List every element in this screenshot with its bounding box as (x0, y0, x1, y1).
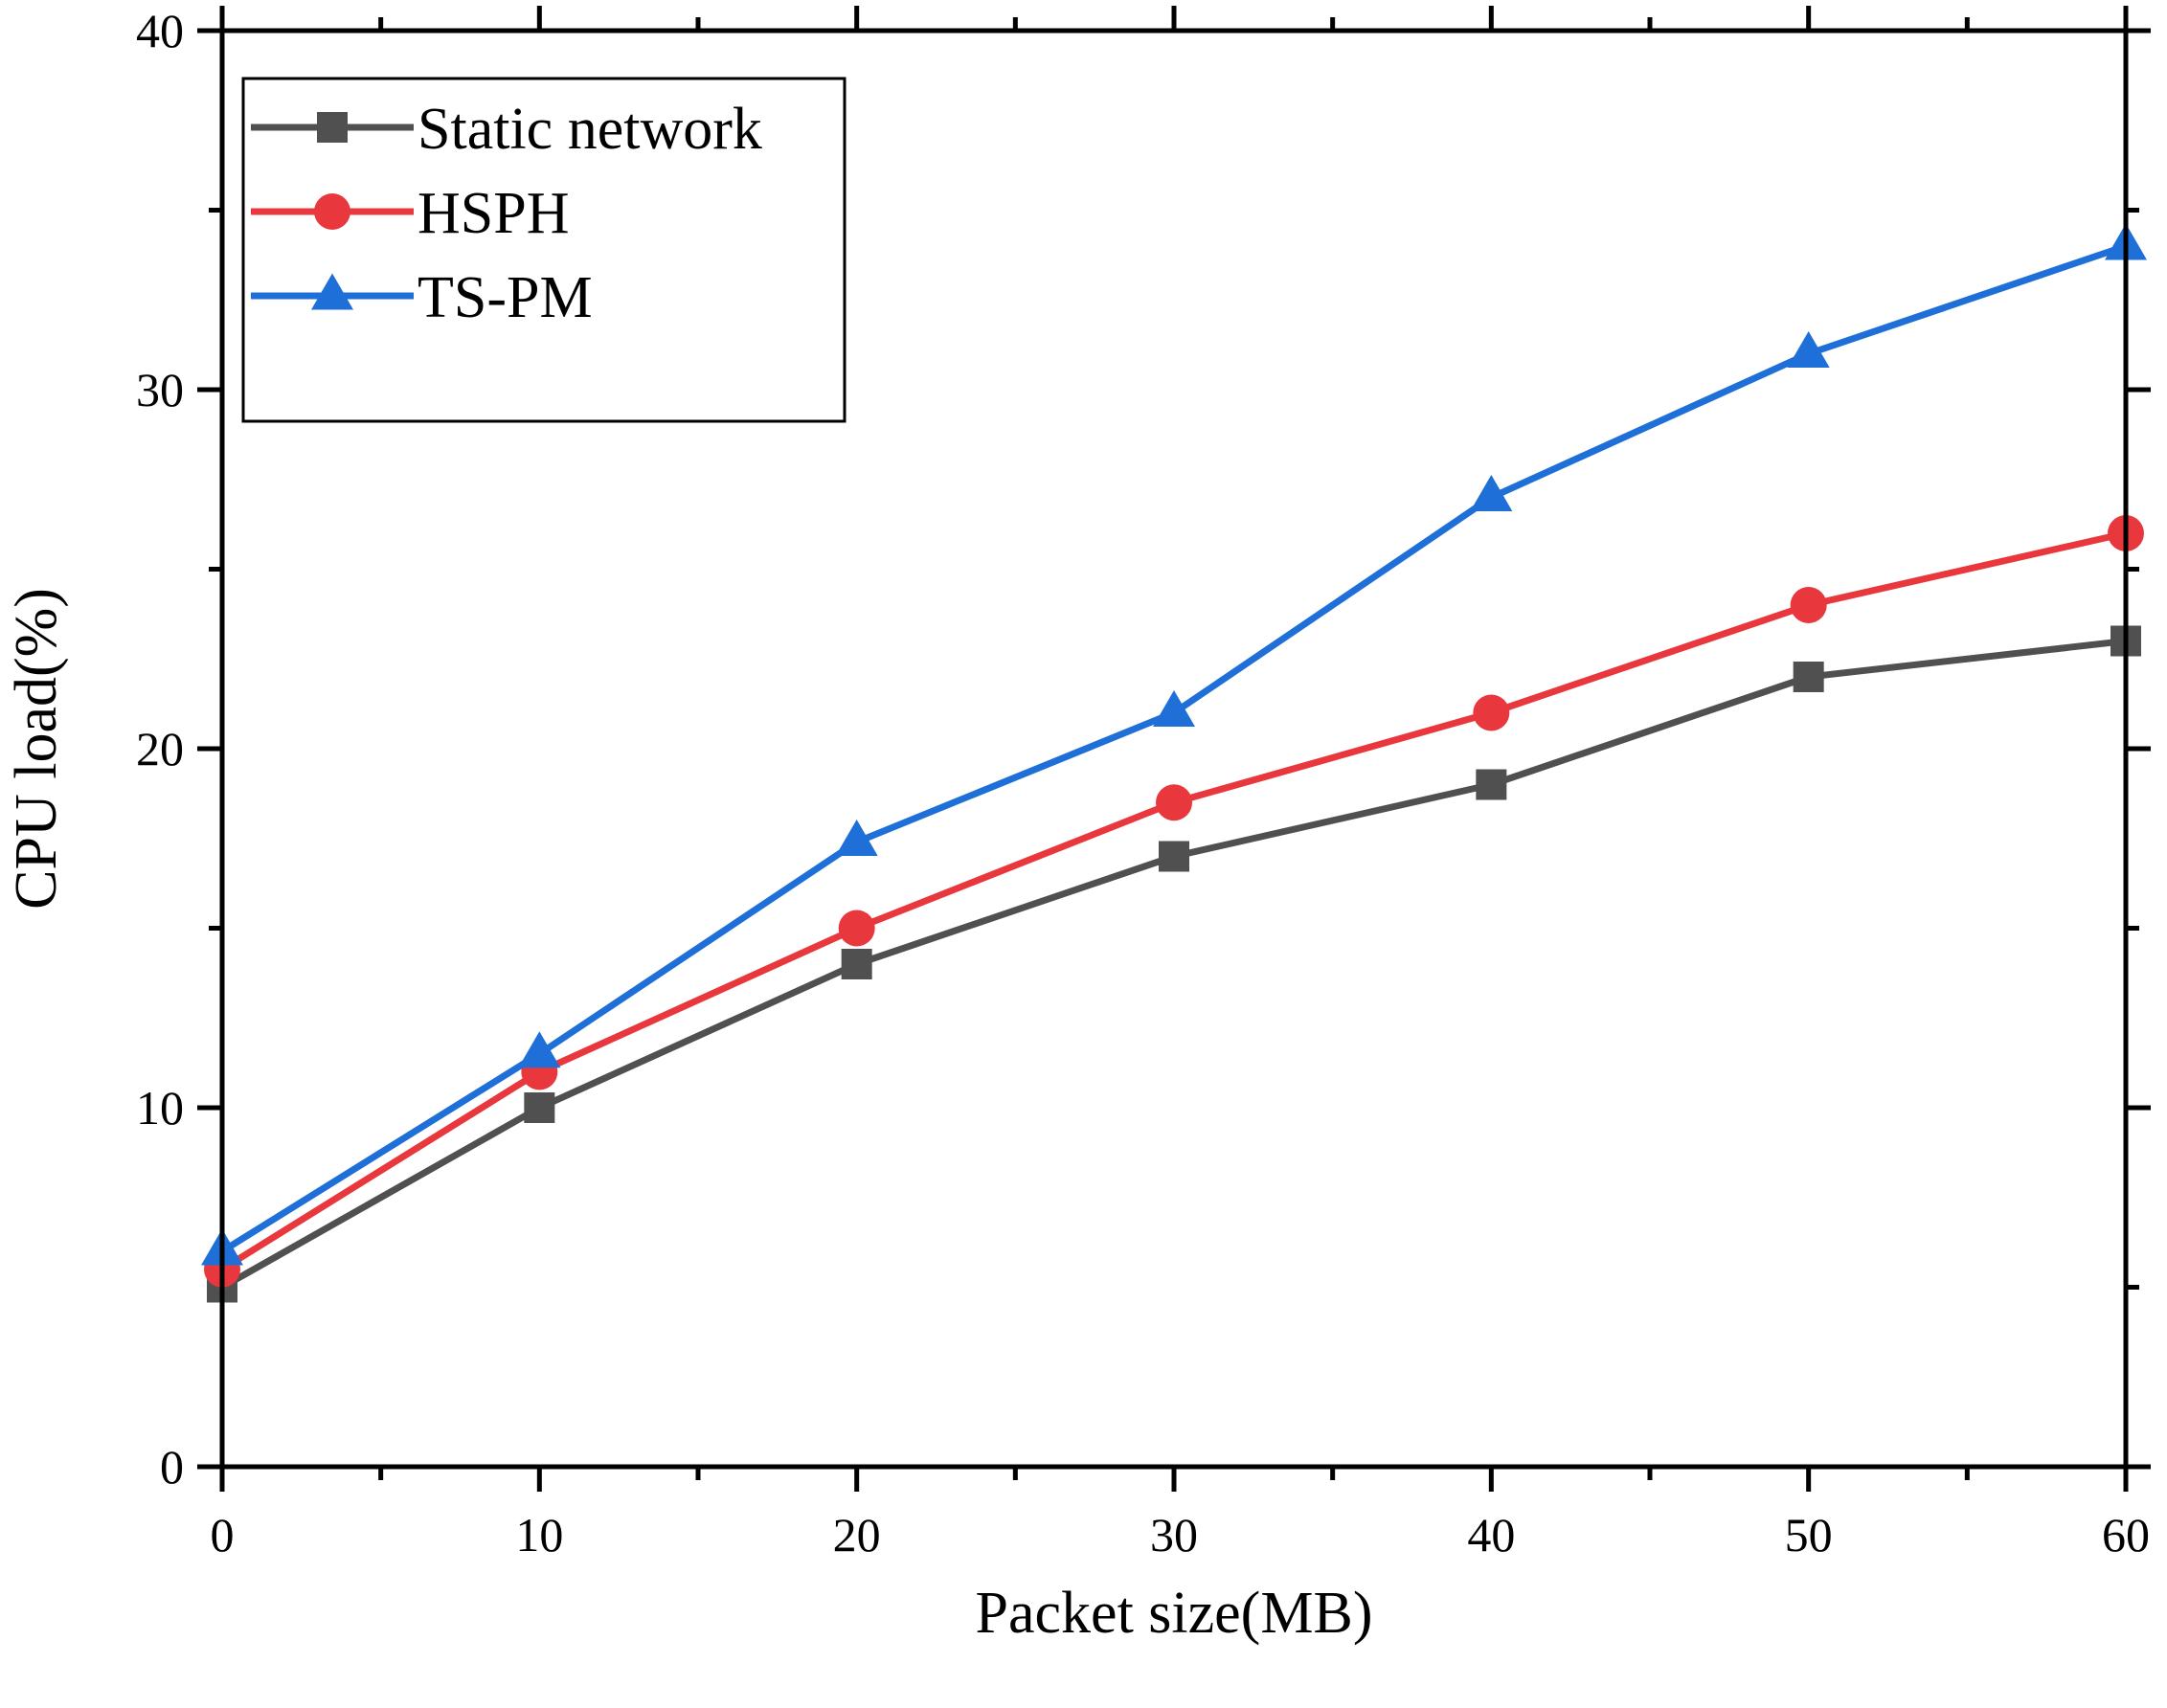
x-tick-label: 10 (515, 1508, 563, 1562)
x-tick-label: 30 (1150, 1508, 1198, 1562)
data-point-static-network (841, 949, 872, 979)
y-tick-label: 20 (136, 722, 184, 775)
data-point-hsph (838, 910, 875, 947)
data-point-ts-pm (1470, 474, 1513, 511)
legend-marker (311, 273, 353, 310)
legend-item-ts-pm: TS-PM (251, 265, 593, 330)
data-point-ts-pm (1153, 689, 1195, 727)
data-point-hsph (1790, 587, 1827, 623)
data-point-static-network (1159, 841, 1189, 872)
y-tick-label: 10 (136, 1081, 184, 1135)
data-point-hsph (1473, 694, 1510, 731)
legend-marker (314, 193, 350, 230)
legend-marker (317, 112, 348, 143)
y-axis-title: CPU load(%) (4, 588, 69, 910)
x-tick-label: 60 (2102, 1508, 2150, 1562)
x-tick-label: 40 (1467, 1508, 1515, 1562)
labels-layer: 0 10 20 30 40 50 60 0 10 20 30 40 (136, 4, 2150, 1562)
x-tick-label: 20 (833, 1508, 881, 1562)
data-point-static-network (1793, 662, 1824, 692)
x-tick-label: 0 (211, 1508, 235, 1562)
series-layer (201, 223, 2147, 1303)
y-tick-label: 40 (136, 4, 184, 57)
legend-label: TS-PM (418, 265, 593, 330)
legend: Static network HSPH TS-PM (241, 77, 846, 423)
y-tick-label: 30 (136, 363, 184, 416)
data-point-ts-pm (518, 1031, 561, 1068)
plot-frame (219, 28, 2129, 1470)
series-static-network (207, 625, 2141, 1303)
x-axis-title: Packet size(MB) (976, 1581, 1373, 1646)
legend-label: HSPH (418, 181, 570, 246)
x-tick-label: 50 (1785, 1508, 1833, 1562)
data-point-static-network (524, 1092, 555, 1123)
data-point-static-network (1476, 769, 1507, 800)
data-point-ts-pm (1787, 330, 1830, 368)
legend-item-hsph: HSPH (251, 181, 570, 246)
data-point-ts-pm (835, 819, 878, 856)
y-tick-label: 0 (160, 1440, 184, 1494)
legend-label: Static network (418, 97, 762, 162)
legend-item-static-network: Static network (251, 97, 762, 162)
data-point-hsph (1156, 784, 1192, 821)
